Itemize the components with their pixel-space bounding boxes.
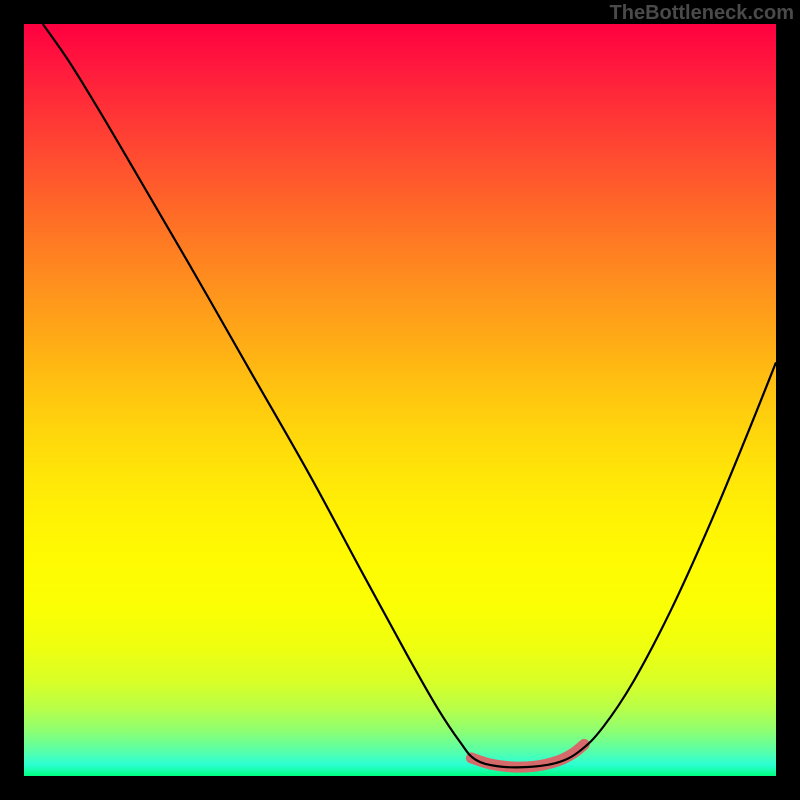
plot-area xyxy=(24,24,776,776)
bottleneck-chart: TheBottleneck.com xyxy=(0,0,800,800)
gradient-background xyxy=(24,24,776,776)
chart-svg xyxy=(24,24,776,776)
watermark-text: TheBottleneck.com xyxy=(610,2,794,25)
